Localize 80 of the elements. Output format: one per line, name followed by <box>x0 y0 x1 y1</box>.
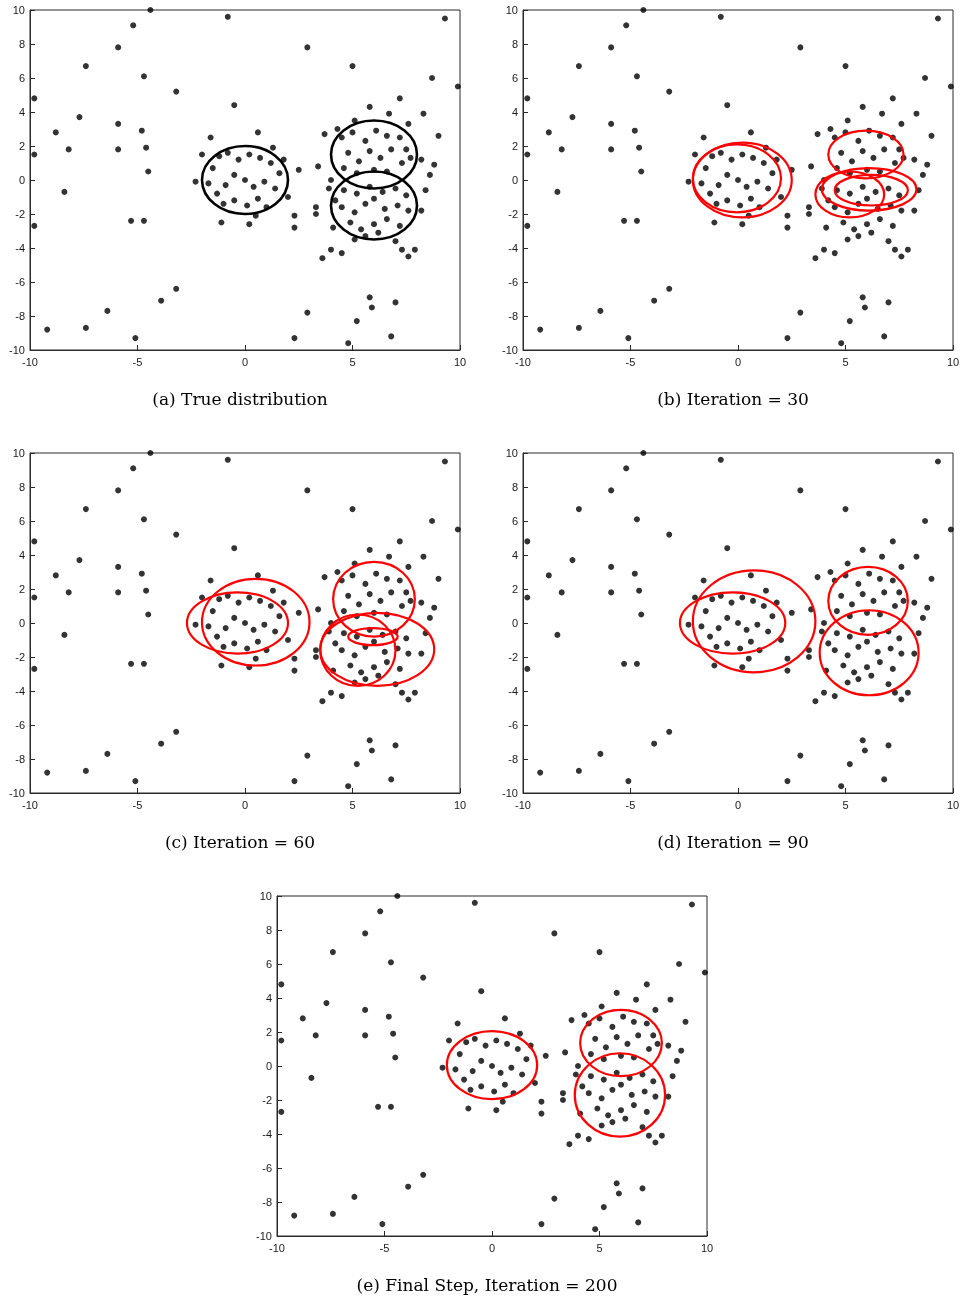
y-tick-label: -4 <box>508 242 518 254</box>
y-tick-label: 6 <box>18 72 25 84</box>
y-tick-label: 8 <box>265 924 272 936</box>
text: (b) Iteration = 30 <box>657 388 809 409</box>
y-tick-label: -4 <box>508 685 518 697</box>
y-tick-label: -4 <box>15 242 25 254</box>
y-tick-label: 4 <box>265 992 272 1004</box>
x-tick-label: 10 <box>453 355 467 368</box>
x-tick-label: -5 <box>625 355 636 368</box>
text: (e) Final Step, Iteration = 200 <box>356 1274 618 1295</box>
x-tick-label: 0 <box>241 798 249 811</box>
x-tick-label: 0 <box>734 355 742 368</box>
text: (a) True distribution <box>152 388 328 409</box>
y-tick-label: 10 <box>12 4 25 16</box>
y-tick-label: -6 <box>508 719 518 731</box>
y-tick-label: -8 <box>15 753 25 765</box>
y-tick-label: -8 <box>508 310 518 322</box>
x-tick-label: 5 <box>842 355 849 368</box>
x-tick-label: 5 <box>596 1241 603 1254</box>
y-tick-label: -2 <box>508 651 518 663</box>
y-tick-label: -10 <box>9 787 25 799</box>
y-tick-label: -10 <box>9 344 25 356</box>
y-tick-label: 4 <box>18 549 25 561</box>
y-tick-label: 2 <box>265 1026 272 1038</box>
x-tick-label: 0 <box>734 798 742 811</box>
y-tick-label: 6 <box>511 72 518 84</box>
y-tick-label: 0 <box>511 174 518 186</box>
y-tick-label: 6 <box>265 958 272 970</box>
y-tick-label: 2 <box>511 583 518 595</box>
y-tick-label: 2 <box>18 140 25 152</box>
y-tick-label: -8 <box>508 753 518 765</box>
y-tick-label: -2 <box>15 651 25 663</box>
y-tick-label: 8 <box>18 481 25 493</box>
y-tick-label: 2 <box>18 583 25 595</box>
y-tick-label: 6 <box>511 515 518 527</box>
y-tick-label: 10 <box>12 447 25 459</box>
y-tick-label: 8 <box>18 38 25 50</box>
text: (c) Iteration = 60 <box>164 831 316 852</box>
y-tick-label: -4 <box>15 685 25 697</box>
y-tick-label: 10 <box>505 447 518 459</box>
y-tick-label: -10 <box>502 787 518 799</box>
y-tick-label: 8 <box>511 481 518 493</box>
x-tick-label: 10 <box>946 798 960 811</box>
y-tick-label: -4 <box>262 1128 272 1140</box>
x-tick-label: 0 <box>241 355 249 368</box>
x-tick-label: 10 <box>946 355 960 368</box>
y-tick-label: 6 <box>18 515 25 527</box>
y-tick-label: 4 <box>18 106 25 118</box>
y-tick-label: 0 <box>18 617 25 629</box>
x-tick-label: -5 <box>132 798 143 811</box>
y-tick-label: -8 <box>15 310 25 322</box>
x-tick-label: 10 <box>453 798 467 811</box>
x-tick-label: -5 <box>625 798 636 811</box>
y-tick-label: -10 <box>502 344 518 356</box>
y-tick-label: 8 <box>511 38 518 50</box>
y-tick-label: -2 <box>508 208 518 220</box>
y-tick-label: 0 <box>18 174 25 186</box>
x-tick-label: 10 <box>700 1241 714 1254</box>
x-tick-label: -5 <box>379 1241 390 1254</box>
text: (d) Iteration = 90 <box>657 831 809 852</box>
y-tick-label: 10 <box>505 4 518 16</box>
x-tick-label: 0 <box>488 1241 496 1254</box>
y-tick-label: 2 <box>511 140 518 152</box>
y-tick-label: -2 <box>15 208 25 220</box>
x-tick-label: -5 <box>132 355 143 368</box>
y-tick-label: -6 <box>508 276 518 288</box>
x-tick-label: 5 <box>349 355 356 368</box>
x-tick-label: 5 <box>842 798 849 811</box>
y-tick-label: 4 <box>511 106 518 118</box>
y-tick-label: 10 <box>259 890 272 902</box>
y-tick-label: 4 <box>511 549 518 561</box>
y-tick-label: -8 <box>262 1196 272 1208</box>
y-tick-label: -6 <box>15 719 25 731</box>
y-tick-label: -6 <box>262 1162 272 1174</box>
x-tick-label: 5 <box>349 798 356 811</box>
y-tick-label: -2 <box>262 1094 272 1106</box>
y-tick-label: -6 <box>15 276 25 288</box>
y-tick-label: -10 <box>256 1230 272 1242</box>
y-tick-label: 0 <box>265 1060 272 1072</box>
y-tick-label: 0 <box>511 617 518 629</box>
